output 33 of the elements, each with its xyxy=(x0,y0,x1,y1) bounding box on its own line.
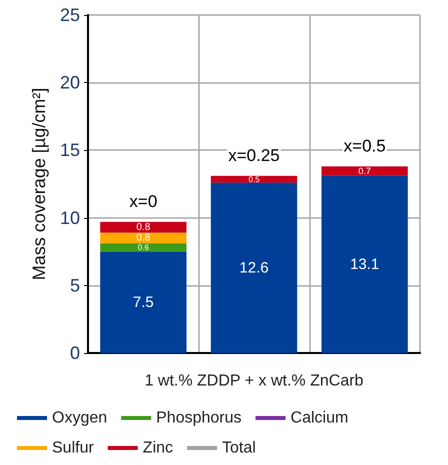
y-tick-label: 25 xyxy=(60,5,80,25)
y-tick-label: 20 xyxy=(60,72,80,93)
y-tick-label: 0 xyxy=(70,343,80,363)
bar xyxy=(100,243,186,252)
bar xyxy=(210,182,298,353)
legend-label: Oxygen xyxy=(52,410,108,426)
legend-label: Zinc xyxy=(142,440,174,456)
data-label: 0.5 xyxy=(248,174,260,184)
bar xyxy=(100,232,186,244)
legend-label: Calcium xyxy=(290,410,348,426)
data-label: 0.7 xyxy=(358,166,371,176)
y-axis-title: Mass coverage [µg/cm²] xyxy=(29,88,49,280)
bar xyxy=(322,166,408,176)
data-label: 0.8 xyxy=(136,222,151,233)
y-tick-label: 5 xyxy=(70,275,80,296)
x-axis-title: 1 wt.% ZDDP + x wt.% ZnCarb xyxy=(144,372,364,390)
data-label: 13.1 xyxy=(350,256,380,273)
bar xyxy=(322,176,408,353)
data-label: 0.8 xyxy=(136,232,151,244)
bar xyxy=(210,176,298,183)
legend-label: Total xyxy=(222,440,256,456)
y-tick-label: 15 xyxy=(60,140,80,160)
legend-label: Sulfur xyxy=(52,440,94,456)
data-label: 12.6 xyxy=(239,259,269,276)
data-label: 7.5 xyxy=(132,294,154,311)
annotation: x=0 xyxy=(129,192,158,211)
y-tick-label: 10 xyxy=(60,208,80,228)
legend-label: Phosphorus xyxy=(156,410,242,426)
bar xyxy=(100,252,186,353)
data-label: 0.6 xyxy=(138,243,150,252)
annotation: x=0.5 xyxy=(344,136,386,156)
bar xyxy=(100,222,186,233)
annotation: x=0.25 xyxy=(228,146,280,165)
